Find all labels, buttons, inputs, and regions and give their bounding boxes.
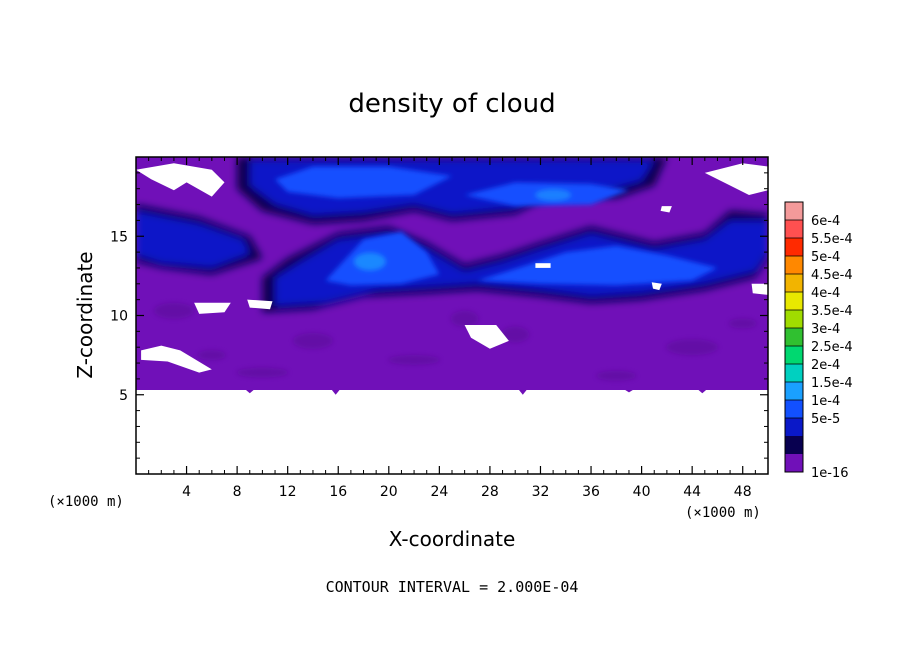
x-tick-label: 40 xyxy=(633,484,651,500)
x-unit-label-left: (×1000 m) xyxy=(48,494,124,510)
x-tick-label: 4 xyxy=(182,484,191,500)
core-peak-1 xyxy=(353,252,386,271)
patch-right-edge xyxy=(751,283,768,295)
colorbar-swatch xyxy=(785,274,803,293)
colorbar-swatch xyxy=(785,382,803,401)
colorbar-label: 1e-4 xyxy=(811,394,840,409)
colorbar-label: 5e-4 xyxy=(811,250,840,265)
x-tick-label: 36 xyxy=(582,484,600,500)
colorbar-swatch xyxy=(785,436,803,455)
patch-lower-left xyxy=(141,345,212,373)
colorbar-label: 1.5e-4 xyxy=(811,376,853,391)
x-tick-label: 16 xyxy=(329,484,347,500)
colorbar-swatch xyxy=(785,202,803,221)
colorbar-swatch xyxy=(785,220,803,239)
mottle xyxy=(197,350,226,361)
colorbar-label: 2e-4 xyxy=(811,358,840,373)
colorbar-label: 3.5e-4 xyxy=(811,304,853,319)
x-tick-label: 24 xyxy=(430,484,448,500)
y-tick-label: 10 xyxy=(110,309,128,325)
base-drip xyxy=(698,390,707,394)
base-drip xyxy=(625,390,633,393)
colorbar-swatch xyxy=(785,310,803,329)
patch-top-left xyxy=(136,163,225,197)
core-upper-left xyxy=(275,166,452,199)
y-axis-title: Z-coordinate xyxy=(73,251,97,378)
base-drip xyxy=(331,390,340,395)
colorbar-swatch xyxy=(785,364,803,383)
y-tick-label: 5 xyxy=(119,388,128,404)
band-left xyxy=(136,210,250,268)
x-axis-title: X-coordinate xyxy=(389,527,516,551)
cloud-base-edge xyxy=(246,390,707,395)
x-tick-label: 20 xyxy=(380,484,398,500)
core-peak-2 xyxy=(535,189,572,202)
base-drip xyxy=(519,390,527,395)
colorbar-label: 5e-5 xyxy=(811,412,840,427)
y-axis: 5 10 15 xyxy=(110,172,768,459)
x-axis: 4 8 12 16 20 24 28 32 36 40 44 48 xyxy=(148,157,756,500)
colorbar-swatch xyxy=(785,346,803,365)
patch-small-3 xyxy=(660,206,672,213)
colorbar: 6e-4 5.5e-4 5e-4 4.5e-4 4e-4 3.5e-4 3e-4 2.5e-4… xyxy=(784,201,853,481)
mottle xyxy=(450,310,479,327)
colorbar-swatch xyxy=(785,400,803,419)
lower-mottling xyxy=(153,302,757,381)
mottle xyxy=(501,326,530,343)
colorbar-label: 1e-16 xyxy=(811,466,849,481)
mottle xyxy=(388,354,441,365)
x-tick-label: 8 xyxy=(233,484,242,500)
mottle xyxy=(666,339,719,356)
mottle xyxy=(153,302,194,319)
colorbar-swatch xyxy=(785,292,803,311)
density-field xyxy=(136,157,768,395)
colorbar-label: 5.5e-4 xyxy=(811,232,853,247)
patch-small-2 xyxy=(535,263,551,268)
core-mid-right xyxy=(477,245,718,286)
colorbar-swatch xyxy=(785,328,803,347)
colorbar-label: 2.5e-4 xyxy=(811,340,853,355)
patch-small-1 xyxy=(651,282,662,291)
x-tick-label: 48 xyxy=(734,484,752,500)
patch-top-right xyxy=(704,163,768,195)
x-tick-label: 28 xyxy=(481,484,499,500)
patch-lower-mid xyxy=(464,325,509,349)
x-tick-label: 32 xyxy=(532,484,550,500)
patch-mid-left xyxy=(194,302,231,314)
patch-mid-left-2 xyxy=(247,299,273,310)
colorbar-label: 4e-4 xyxy=(811,286,840,301)
colorbar-swatch xyxy=(785,256,803,275)
y-tick-label: 15 xyxy=(110,229,128,245)
x-unit-label-right: (×1000 m) xyxy=(685,505,761,521)
mottle xyxy=(596,370,637,381)
colorbar-swatch xyxy=(785,418,803,437)
colorbar-label: 3e-4 xyxy=(811,322,840,337)
band-level-2e-4 xyxy=(353,189,572,271)
colorbar-label: 6e-4 xyxy=(811,214,840,229)
mottle xyxy=(236,367,289,378)
contour-interval-note: CONTOUR INTERVAL = 2.000E-04 xyxy=(326,578,579,596)
chart-title: density of cloud xyxy=(348,89,555,119)
colorbar-swatch xyxy=(785,454,803,473)
x-tick-label: 12 xyxy=(279,484,297,500)
mottle xyxy=(728,318,757,329)
x-tick-label: 44 xyxy=(683,484,701,500)
base-drip xyxy=(246,390,254,394)
mottle xyxy=(292,332,333,349)
colorbar-label: 4.5e-4 xyxy=(811,268,853,283)
colorbar-swatch xyxy=(785,238,803,257)
clear-air-patches xyxy=(136,163,768,373)
